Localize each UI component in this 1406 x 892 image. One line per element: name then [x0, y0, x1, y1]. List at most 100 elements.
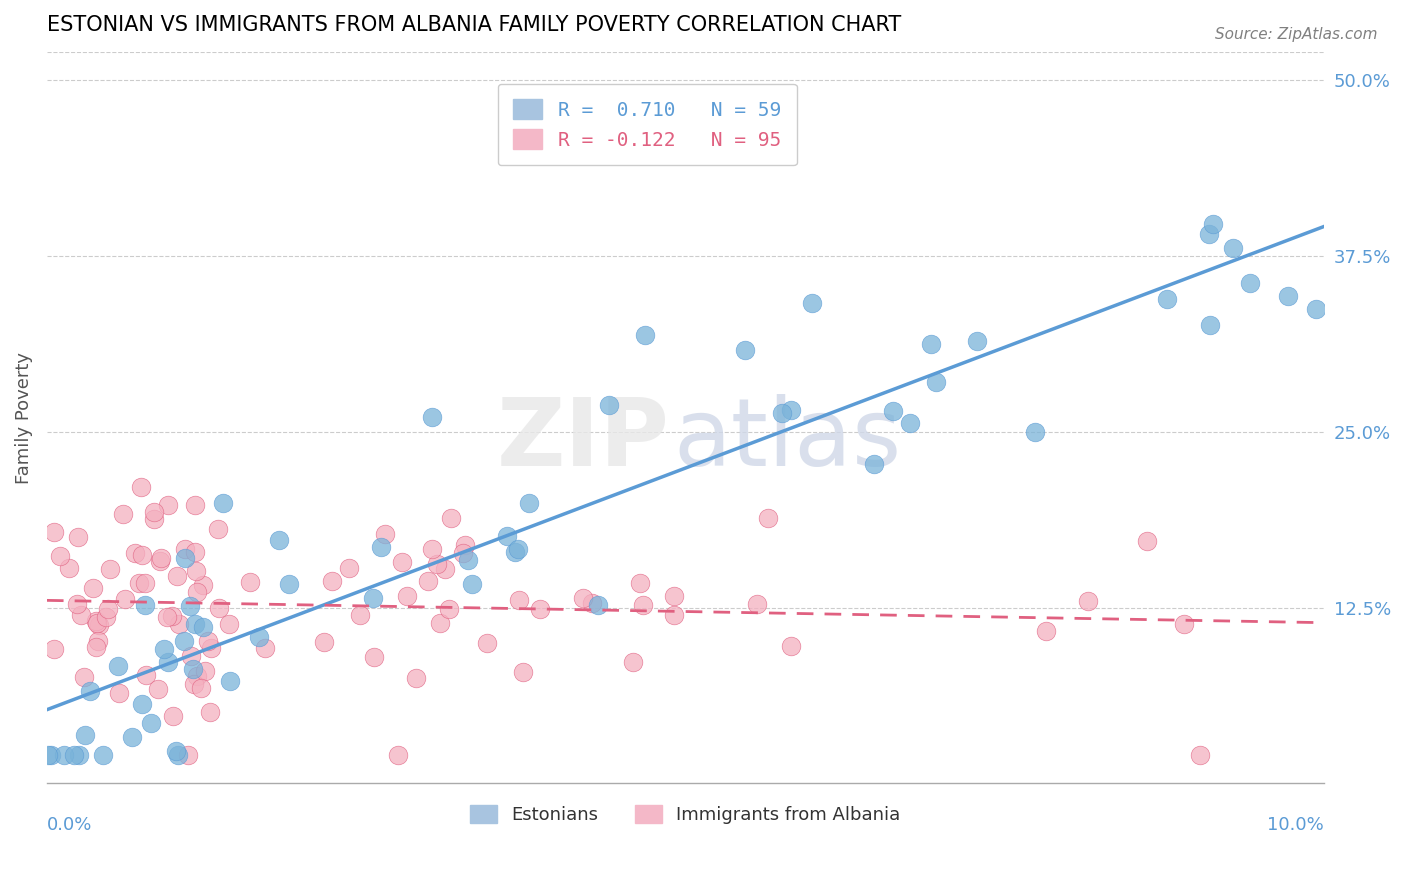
- Point: [131, 697, 153, 711]
- Point: [503, 545, 526, 559]
- Point: [179, 599, 201, 614]
- Point: [91, 748, 114, 763]
- Point: [1173, 617, 1195, 632]
- Point: [425, 558, 447, 572]
- Point: [173, 633, 195, 648]
- Point: [108, 686, 131, 700]
- Point: [1222, 241, 1244, 255]
- Point: [180, 648, 202, 663]
- Point: [349, 608, 371, 623]
- Point: [87, 633, 110, 648]
- Point: [756, 511, 779, 525]
- Point: [79, 684, 101, 698]
- Point: [1239, 276, 1261, 290]
- Point: [247, 630, 270, 644]
- Point: [167, 748, 190, 763]
- Point: [747, 598, 769, 612]
- Point: [157, 655, 180, 669]
- Point: [135, 668, 157, 682]
- Point: [370, 540, 392, 554]
- Point: [134, 576, 156, 591]
- Point: [1024, 425, 1046, 439]
- Point: [395, 590, 418, 604]
- Point: [863, 457, 886, 471]
- Point: [1198, 227, 1220, 241]
- Legend: Estonians, Immigrants from Albania: Estonians, Immigrants from Albania: [461, 796, 910, 833]
- Point: [194, 664, 217, 678]
- Y-axis label: Family Poverty: Family Poverty: [15, 351, 32, 483]
- Point: [173, 542, 195, 557]
- Point: [416, 574, 439, 588]
- Point: [37, 748, 59, 763]
- Point: [86, 616, 108, 631]
- Point: [598, 398, 620, 412]
- Point: [174, 551, 197, 566]
- Point: [581, 595, 603, 609]
- Point: [770, 406, 793, 420]
- Point: [779, 403, 801, 417]
- Point: [97, 602, 120, 616]
- Point: [63, 748, 86, 763]
- Point: [183, 544, 205, 558]
- Point: [898, 416, 921, 430]
- Point: [84, 640, 107, 654]
- Point: [134, 598, 156, 612]
- Point: [169, 617, 191, 632]
- Point: [882, 404, 904, 418]
- Point: [422, 541, 444, 556]
- Point: [254, 641, 277, 656]
- Point: [529, 602, 551, 616]
- Point: [925, 375, 948, 389]
- Point: [52, 748, 75, 763]
- Point: [920, 337, 942, 351]
- Point: [1156, 292, 1178, 306]
- Point: [42, 524, 65, 539]
- Point: [162, 709, 184, 723]
- Point: [131, 548, 153, 562]
- Point: [166, 569, 188, 583]
- Point: [1189, 748, 1212, 763]
- Point: [631, 599, 654, 613]
- Point: [128, 576, 150, 591]
- Text: atlas: atlas: [673, 393, 901, 485]
- Point: [314, 635, 336, 649]
- Point: [1277, 289, 1299, 303]
- Point: [571, 591, 593, 606]
- Point: [165, 744, 187, 758]
- Point: [1077, 594, 1099, 608]
- Point: [148, 554, 170, 568]
- Point: [84, 615, 107, 629]
- Point: [66, 530, 89, 544]
- Point: [628, 576, 651, 591]
- Point: [186, 584, 208, 599]
- Point: [321, 574, 343, 588]
- Point: [143, 511, 166, 525]
- Point: [82, 581, 104, 595]
- Text: 0.0%: 0.0%: [46, 816, 93, 834]
- Point: [208, 601, 231, 615]
- Point: [211, 496, 233, 510]
- Point: [176, 748, 198, 763]
- Point: [621, 655, 644, 669]
- Point: [198, 705, 221, 719]
- Point: [184, 499, 207, 513]
- Point: [1305, 302, 1327, 317]
- Point: [387, 748, 409, 763]
- Point: [150, 551, 173, 566]
- Point: [191, 578, 214, 592]
- Point: [966, 334, 988, 349]
- Point: [780, 639, 803, 653]
- Point: [433, 562, 456, 576]
- Point: [200, 640, 222, 655]
- Point: [124, 545, 146, 559]
- Point: [453, 538, 475, 552]
- Point: [148, 681, 170, 696]
- Point: [734, 343, 756, 357]
- Point: [1035, 624, 1057, 639]
- Point: [508, 542, 530, 557]
- Point: [662, 607, 685, 622]
- Point: [98, 562, 121, 576]
- Point: [73, 670, 96, 684]
- Point: [508, 592, 530, 607]
- Point: [129, 480, 152, 494]
